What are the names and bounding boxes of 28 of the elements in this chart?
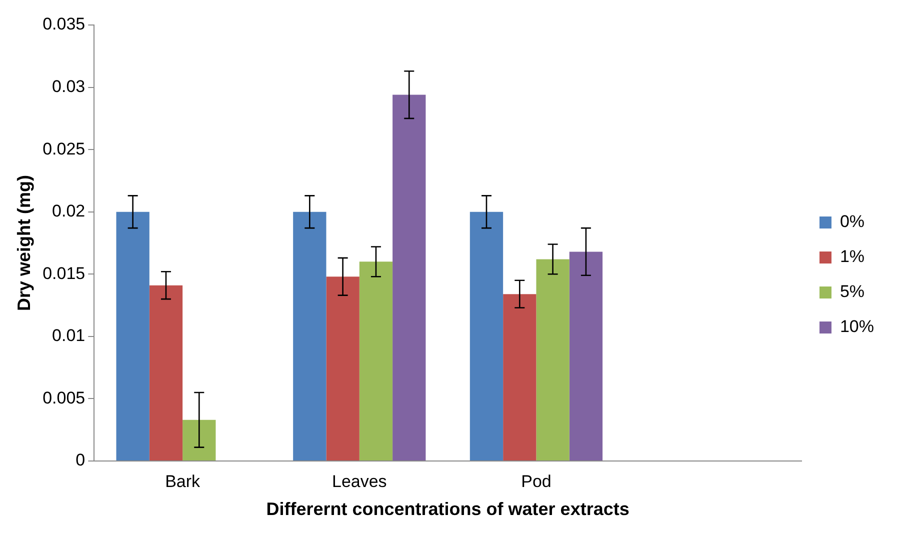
y-tick-label: 0.03 bbox=[52, 76, 86, 96]
bar bbox=[503, 294, 536, 460]
legend-label: 10% bbox=[840, 317, 874, 336]
bar bbox=[470, 212, 504, 460]
x-tick-label: Pod bbox=[521, 472, 552, 491]
bar bbox=[569, 252, 603, 460]
y-tick-label: 0.02 bbox=[52, 202, 86, 221]
y-axis-title: Dry weight (mg) bbox=[14, 174, 34, 312]
y-tick-label: 0.01 bbox=[52, 326, 86, 346]
y-tick-label: 0 bbox=[76, 450, 86, 470]
x-tick-label: Bark bbox=[165, 472, 201, 491]
y-tick-label: 0.015 bbox=[42, 264, 86, 283]
legend-label: 0% bbox=[840, 212, 865, 232]
bar bbox=[293, 212, 326, 460]
bar bbox=[116, 212, 150, 460]
y-tick-label: 0.025 bbox=[42, 139, 86, 158]
x-tick-label: Leaves bbox=[332, 472, 387, 491]
y-tick-label: 0.005 bbox=[42, 388, 86, 408]
bar bbox=[326, 276, 360, 460]
x-axis-title: Differernt concentrations of water extracts bbox=[266, 499, 630, 520]
legend-label: 5% bbox=[840, 282, 865, 302]
legend-label: 1% bbox=[840, 247, 865, 266]
bar bbox=[392, 94, 426, 460]
y-tick-label: 0.035 bbox=[42, 14, 86, 34]
bar bbox=[182, 420, 216, 460]
bar bbox=[536, 259, 570, 460]
bar bbox=[149, 285, 183, 460]
bar bbox=[359, 262, 393, 460]
